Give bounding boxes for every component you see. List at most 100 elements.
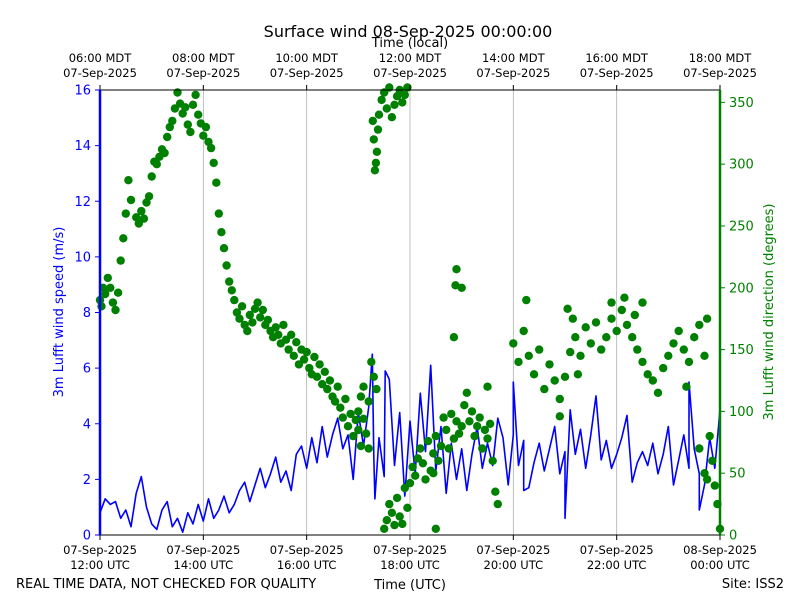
wind-direction-point <box>382 516 391 525</box>
wind-direction-point <box>708 456 717 465</box>
top-tick-time: 18:00 MDT <box>689 51 753 65</box>
wind-direction-point <box>535 345 544 354</box>
top-tick-date: 07-Sep-2025 <box>63 66 137 80</box>
wind-direction-point <box>457 283 466 292</box>
wind-direction-point <box>418 459 428 468</box>
wind-direction-point <box>315 360 324 369</box>
left-tick-label: 0 <box>83 529 91 544</box>
wind-direction-point <box>194 110 203 119</box>
wind-direction-point <box>607 314 616 323</box>
wind-direction-point <box>160 148 169 158</box>
wind-direction-point <box>429 449 438 458</box>
wind-direction-point <box>429 469 438 478</box>
bottom-tick-time: 00:00 UTC <box>690 558 750 572</box>
wind-direction-point <box>483 382 492 391</box>
wind-direction-point <box>139 214 149 223</box>
wind-direction-point <box>336 403 345 412</box>
wind-direction-point <box>356 392 366 401</box>
left-tick-label: 14 <box>74 139 91 154</box>
wind-direction-point <box>434 456 443 465</box>
wind-direction-point <box>620 293 629 302</box>
wind-direction-point <box>367 357 376 367</box>
wind-direction-point <box>390 100 399 110</box>
wind-direction-point <box>607 298 616 307</box>
wind-direction-point <box>168 116 177 126</box>
wind-direction-point <box>449 434 459 443</box>
wind-direction-point <box>101 289 110 299</box>
wind-direction-point <box>491 487 500 496</box>
bottom-tick-date: 07-Sep-2025 <box>580 543 654 557</box>
top-tick-date: 07-Sep-2025 <box>580 66 654 80</box>
wind-direction-point <box>679 345 688 354</box>
wind-direction-point <box>390 520 399 530</box>
wind-direction-point <box>411 471 420 480</box>
wind-direction-point <box>519 326 528 336</box>
wind-direction-point <box>346 409 355 419</box>
bottom-tick-date: 07-Sep-2025 <box>373 543 447 557</box>
wind-direction-point <box>373 125 383 134</box>
footer-left-text: REAL TIME DATA, NOT CHECKED FOR QUALITY <box>16 577 316 592</box>
wind-direction-point <box>710 481 719 490</box>
wind-direction-point <box>398 519 407 529</box>
wind-direction-point <box>638 357 647 367</box>
wind-direction-point <box>212 178 221 187</box>
wind-direction-point <box>361 429 371 438</box>
wind-direction-point <box>638 298 647 307</box>
bottom-tick-time: 12:00 UTC <box>70 558 130 572</box>
wind-direction-point <box>475 413 484 422</box>
wind-direction-point <box>452 265 461 274</box>
wind-direction-point <box>586 339 595 348</box>
wind-direction-point <box>684 357 694 367</box>
wind-direction-point <box>550 376 559 385</box>
wind-direction-point <box>664 351 673 360</box>
wind-direction-point <box>103 273 113 283</box>
wind-direction-point <box>106 283 115 292</box>
wind-direction-point <box>271 323 280 332</box>
wind-direction-point <box>181 103 190 112</box>
wind-direction-point <box>465 417 474 426</box>
left-tick-label: 16 <box>74 84 91 99</box>
wind-direction-point <box>405 478 415 488</box>
wind-direction-point <box>398 98 407 107</box>
wind-direction-point <box>183 120 192 129</box>
wind-direction-point <box>400 90 409 100</box>
wind-direction-point <box>191 90 200 100</box>
top-tick-date: 07-Sep-2025 <box>683 66 757 80</box>
right-y-axis-label: 3m Lufft wind direction (degrees) <box>762 204 777 421</box>
wind-direction-point <box>258 305 267 315</box>
right-tick-label: 300 <box>729 158 754 173</box>
wind-direction-point <box>377 95 386 105</box>
wind-direction-point <box>354 407 363 416</box>
wind-direction-point <box>460 401 469 410</box>
axis-ticks: 0 2 4 6 8 10 12 14 16 0 50 100 150 200 250 300 350 07-Sep… <box>63 51 757 572</box>
wind-direction-point <box>439 413 448 422</box>
bottom-tick-time: 20:00 UTC <box>484 558 544 572</box>
wind-direction-point <box>522 295 531 305</box>
top-tick-time: 14:00 MDT <box>482 51 546 65</box>
top-tick-time: 12:00 MDT <box>379 51 443 65</box>
wind-direction-point <box>126 195 136 205</box>
wind-direction-point <box>392 493 402 503</box>
wind-direction-point <box>206 143 216 153</box>
wind-direction-point <box>566 347 575 357</box>
wind-direction-point <box>442 425 451 435</box>
wind-direction-point <box>351 415 360 425</box>
wind-direction-point <box>423 436 433 446</box>
wind-direction-point <box>237 302 247 311</box>
wind-direction-point <box>369 372 378 381</box>
wind-direction-point <box>330 397 340 406</box>
wind-direction-point <box>444 444 453 453</box>
wind-direction-point <box>97 302 106 311</box>
wind-direction-point <box>470 431 479 441</box>
wind-direction-point <box>571 333 580 342</box>
bottom-tick-date: 07-Sep-2025 <box>166 543 240 557</box>
bottom-tick-time: 18:00 UTC <box>380 558 440 572</box>
wind-direction-point <box>431 431 440 441</box>
wind-direction-point <box>144 192 154 201</box>
wind-direction-point <box>201 122 211 132</box>
wind-direction-point <box>235 314 244 323</box>
wind-direction-point <box>364 444 373 453</box>
wind-direction-point <box>302 347 311 357</box>
wind-direction-point <box>560 372 570 381</box>
